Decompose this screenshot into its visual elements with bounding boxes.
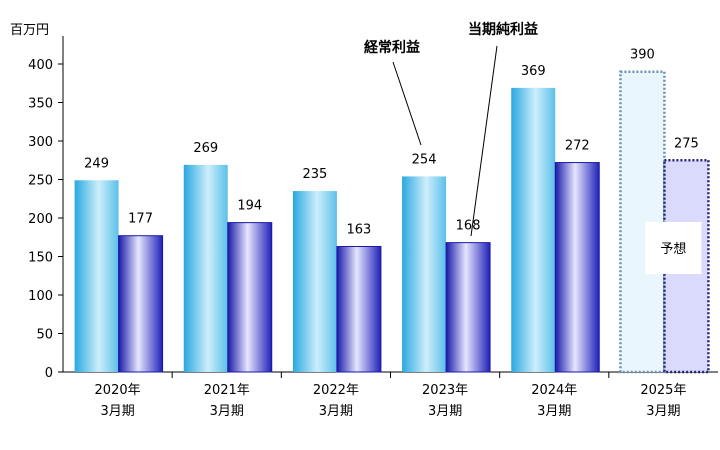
leader-line-net-income <box>470 45 498 237</box>
bar-net-income <box>554 162 600 373</box>
bar-net-income <box>336 245 382 373</box>
forecast-label-box <box>645 222 702 274</box>
x-tick-label-period: 3月期 <box>319 404 353 419</box>
data-label-ordinary-profit: 390 <box>630 48 655 63</box>
data-label-ordinary-profit: 235 <box>303 167 328 182</box>
x-tick-label-year: 2023年 <box>422 383 468 398</box>
data-label-ordinary-profit: 269 <box>193 141 218 156</box>
x-tick-label-year: 2020年 <box>95 383 141 398</box>
x-tick-label-year: 2024年 <box>531 383 577 398</box>
y-tick-label: 100 <box>28 289 53 304</box>
series-label-net-income: 当期純利益 <box>468 21 538 38</box>
data-label-ordinary-profit: 369 <box>521 64 546 79</box>
y-tick-label: 300 <box>28 135 53 150</box>
y-tick-label: 350 <box>28 97 53 112</box>
x-tick-label-year: 2022年 <box>313 383 359 398</box>
data-label-net-income: 168 <box>456 219 481 234</box>
bar-ordinary-profit <box>183 164 228 372</box>
bar-ordinary-profit <box>402 176 447 372</box>
x-tick-label-period: 3月期 <box>210 404 244 419</box>
data-label-net-income: 177 <box>128 212 153 227</box>
bar-net-income <box>118 235 164 373</box>
bar-ordinary-profit-forecast <box>619 70 666 374</box>
x-tick-label-period: 3月期 <box>537 404 571 419</box>
bar-ordinary-profit <box>74 180 119 372</box>
bar-ordinary-profit <box>511 87 556 373</box>
y-tick-label: 50 <box>36 328 53 343</box>
x-tick-label-period: 3月期 <box>646 404 680 419</box>
y-tick-label: 150 <box>28 251 53 266</box>
leader-line-ordinary-profit <box>392 61 422 146</box>
data-label-net-income: 272 <box>565 139 590 154</box>
data-label-ordinary-profit: 249 <box>84 156 109 171</box>
bar-net-income <box>445 242 491 373</box>
y-unit-label: 百万円 <box>10 23 49 38</box>
series-label-ordinary-profit: 経常利益 <box>364 39 420 56</box>
x-tick-label-year: 2025年 <box>640 383 686 398</box>
y-tick-label: 400 <box>28 58 53 73</box>
data-label-ordinary-profit: 254 <box>412 152 437 167</box>
y-tick-label: 250 <box>28 174 53 189</box>
data-label-net-income: 163 <box>347 222 372 237</box>
bar-ordinary-profit <box>292 191 337 372</box>
y-tick-label: 0 <box>45 366 53 381</box>
bar-net-income <box>227 222 273 373</box>
data-label-net-income: 275 <box>674 136 699 151</box>
y-tick-label: 200 <box>28 212 53 227</box>
x-tick-label-period: 3月期 <box>100 404 134 419</box>
x-tick-label-period: 3月期 <box>428 404 462 419</box>
forecast-label: 予想 <box>660 241 686 257</box>
x-tick-label-year: 2021年 <box>204 383 250 398</box>
data-label-net-income: 194 <box>237 199 262 214</box>
